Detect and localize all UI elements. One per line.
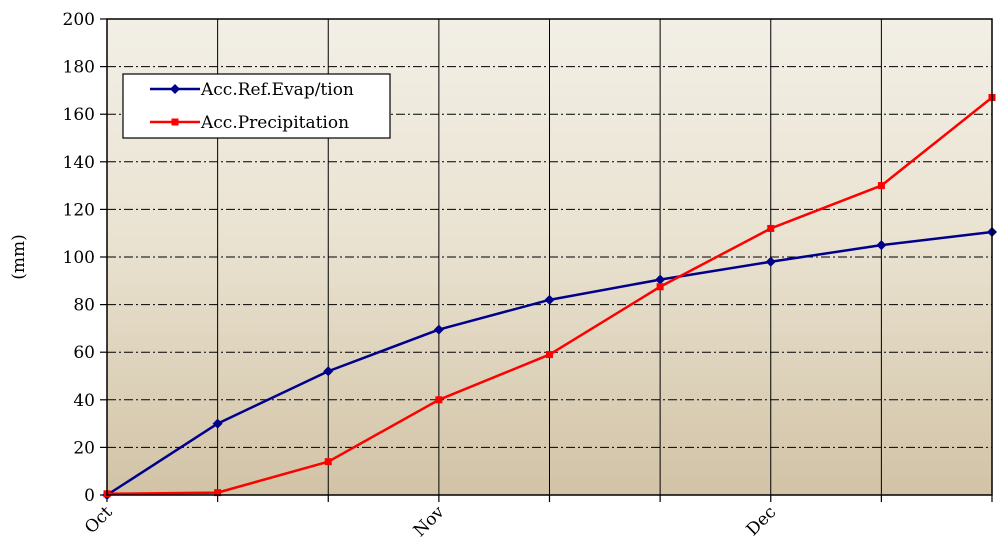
legend-precip-marker [171, 118, 179, 126]
y-tick-label: 0 [84, 486, 95, 506]
data-point-precip [214, 489, 222, 497]
data-point-evap [876, 240, 887, 251]
y-tick-label: 100 [63, 248, 95, 268]
data-point-precip [656, 283, 664, 291]
data-point-evap [655, 274, 666, 285]
data-point-evap [433, 324, 444, 335]
x-tick-label: Oct [81, 502, 117, 538]
y-tick-label: 40 [73, 391, 95, 411]
x-tick-label: Dec [743, 502, 781, 540]
data-point-evap [212, 418, 223, 429]
y-tick-label: 140 [63, 153, 95, 173]
series-layer [102, 94, 997, 500]
data-point-evap [323, 366, 334, 377]
data-point-evap [765, 256, 776, 267]
y-axis-title: (mm) [9, 234, 29, 280]
y-tick-label: 80 [73, 296, 95, 316]
plot-border [106, 18, 993, 496]
data-point-evap [544, 294, 555, 305]
y-tick-label: 200 [63, 10, 95, 30]
legend-box [122, 73, 391, 139]
y-tick-label: 160 [63, 105, 95, 125]
y-tick-label: 20 [73, 438, 95, 458]
y-tick-label: 60 [73, 343, 95, 363]
legend: Acc.Ref.Evap/tion Acc.Precipitation [122, 73, 391, 139]
data-point-precip [877, 182, 885, 190]
x-tick-label: Nov [410, 502, 449, 541]
y-tick-label: 180 [63, 58, 95, 78]
y-tick-label: 120 [63, 200, 95, 220]
legend-evap-marker [170, 84, 180, 94]
data-point-precip [546, 351, 553, 359]
data-point-precip [435, 396, 443, 404]
legend-precip-label: Acc.Precipitation [200, 113, 349, 133]
data-point-precip [324, 458, 332, 466]
legend-evap-label: Acc.Ref.Evap/tion [200, 80, 354, 100]
data-point-precip [767, 224, 775, 232]
